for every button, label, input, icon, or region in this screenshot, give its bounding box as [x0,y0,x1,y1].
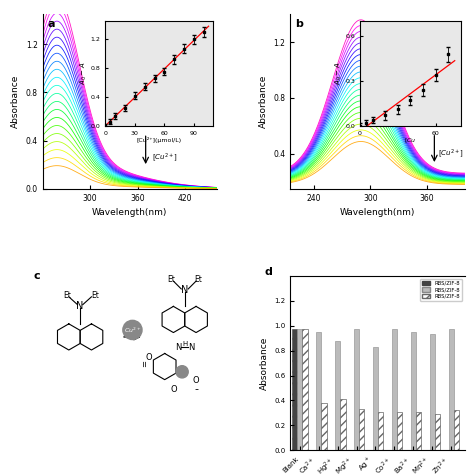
Text: a: a [48,19,55,29]
Text: O: O [193,376,200,385]
Text: b: b [295,19,303,29]
Text: $[Cu^{2+}]$: $[Cu^{2+}]$ [438,147,464,160]
Bar [354,329,359,450]
Bar [302,329,308,450]
Bar [429,335,435,450]
Text: $Cu^{2+}$: $Cu^{2+}$ [124,325,141,335]
Y-axis label: Absorbance: Absorbance [259,75,268,128]
Bar [359,409,365,450]
X-axis label: Wavelength(nm): Wavelength(nm) [92,208,167,217]
Text: Et: Et [63,291,71,300]
Bar [448,329,454,450]
Bar [397,412,402,450]
Bar [454,410,459,450]
Bar [292,329,297,450]
Text: Et: Et [194,275,202,284]
Text: c: c [34,271,41,281]
Text: N: N [175,343,182,352]
Text: N: N [181,285,189,295]
Text: O: O [170,385,177,394]
Bar [373,347,378,450]
Legend: RBS/ZIF-8, RBS/ZIF-8, RBS/ZIF-8: RBS/ZIF-8, RBS/ZIF-8, RBS/ZIF-8 [420,279,462,301]
Bar [316,332,321,450]
Bar [416,412,421,450]
Text: N: N [188,343,194,352]
Text: N: N [76,301,84,310]
Bar [335,341,340,450]
Bar [378,412,383,450]
Circle shape [176,366,188,378]
Bar [340,399,346,450]
Bar [297,329,302,450]
Text: d: d [264,267,272,277]
Bar [321,403,327,450]
Y-axis label: Absorbance: Absorbance [260,337,269,390]
Text: -: - [194,384,198,394]
Y-axis label: Absorbance: Absorbance [11,75,20,128]
Text: Et: Et [91,291,99,300]
Text: H: H [182,341,187,347]
Text: =: = [140,360,149,366]
Bar [435,414,440,450]
Text: $[Cu^{2+}]$: $[Cu^{2+}]$ [152,151,178,164]
X-axis label: Wavelength(nm): Wavelength(nm) [340,208,415,217]
Circle shape [123,320,142,339]
Text: Et: Et [168,275,175,284]
Bar [410,332,416,450]
Bar [392,329,397,450]
Text: O: O [146,353,152,362]
